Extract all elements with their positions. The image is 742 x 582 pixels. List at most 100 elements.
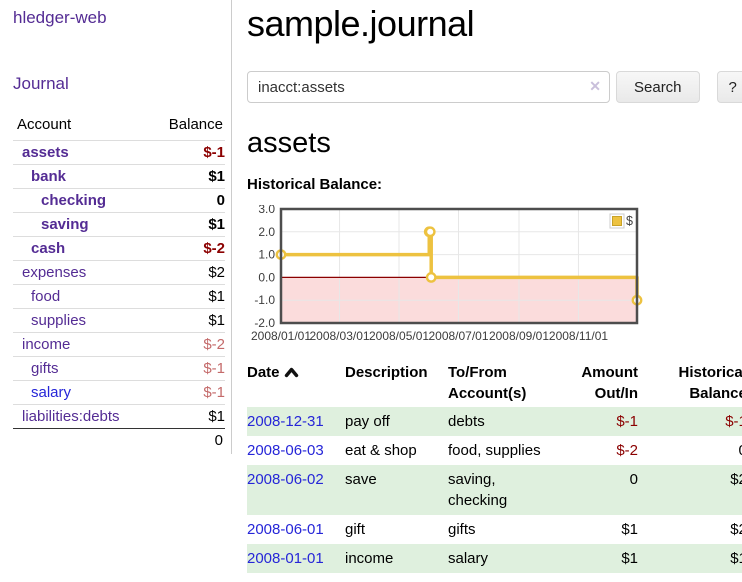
transaction-accounts: saving, checking — [448, 471, 508, 509]
svg-text:3.0: 3.0 — [258, 205, 275, 216]
sidebar-account-link-expenses[interactable]: expenses — [22, 264, 87, 281]
transaction-description: save — [345, 471, 377, 488]
svg-text:-2.0: -2.0 — [254, 316, 275, 330]
date-column-header[interactable]: Date — [247, 359, 345, 407]
sidebar-account-link-gifts[interactable]: gifts — [31, 360, 59, 377]
account-name-cell: liabilities:debts — [13, 405, 148, 429]
transaction-amount: $1 — [621, 521, 638, 538]
svg-text:$: $ — [626, 214, 633, 228]
account-name-cell: cash — [13, 237, 148, 261]
svg-text:2.0: 2.0 — [258, 225, 275, 239]
description-column-header: Description — [345, 364, 428, 381]
transaction-description: eat & shop — [345, 442, 417, 459]
account-column-header: Account — [17, 116, 72, 133]
svg-text:2008/09/01: 2008/09/01 — [489, 329, 549, 343]
sort-ascending-icon — [284, 363, 299, 384]
accounts-column-header: To/From Account(s) — [448, 364, 527, 402]
accounts-total-value: 0 — [214, 432, 223, 449]
sidebar-account-link-liabilities:debts[interactable]: liabilities:debts — [22, 408, 120, 425]
balance-column-header: Historical Balance — [678, 364, 742, 402]
search-form: ✕ Search ? — [247, 71, 742, 103]
sidebar-account-link-salary[interactable]: salary — [31, 384, 72, 401]
account-balance-value: $1 — [208, 408, 225, 425]
sidebar-account-row: cash $-2 — [13, 236, 225, 261]
accounts-table: Account Balance assets $-1 bank $1 checking 0… — [13, 114, 225, 452]
transaction-accounts: debts — [448, 413, 485, 430]
sidebar-account-link-food[interactable]: food — [31, 288, 61, 305]
transaction-balance: $1 — [730, 550, 742, 567]
balance-column-header: Balance — [168, 116, 223, 133]
transaction-date-link[interactable]: 2008-06-02 — [247, 471, 324, 488]
transaction-amount: $1 — [621, 550, 638, 567]
transaction-date-cell: 2008-12-31 — [247, 407, 345, 436]
account-balance-value: 0 — [216, 192, 225, 209]
svg-text:2008/05/01: 2008/05/01 — [369, 329, 429, 343]
transaction-date-link[interactable]: 2008-01-01 — [247, 550, 324, 567]
register-row: 2008-06-01 gift gifts $1 $2 — [247, 515, 742, 544]
svg-text:2008/07/01: 2008/07/01 — [428, 329, 488, 343]
transaction-description: pay off — [345, 413, 390, 430]
search-input-wrap: ✕ — [247, 71, 610, 103]
transaction-accounts: food, supplies — [448, 442, 541, 459]
transaction-amount: $-2 — [616, 442, 638, 459]
app-title-link[interactable]: hledger-web — [13, 8, 107, 27]
account-name-cell: salary — [13, 381, 148, 405]
page-title: sample.journal — [247, 3, 475, 44]
sidebar-account-link-checking[interactable]: checking — [41, 192, 107, 209]
sidebar-account-row: salary $-1 — [13, 380, 225, 405]
search-button[interactable]: Search — [616, 71, 700, 103]
accounts-total-row: 0 — [13, 428, 225, 453]
account-balance-value: $1 — [208, 168, 225, 185]
sidebar-account-link-supplies[interactable]: supplies — [31, 312, 87, 329]
help-button[interactable]: ? — [716, 71, 742, 103]
search-input[interactable] — [247, 71, 610, 103]
sidebar-account-row: checking 0 — [13, 188, 225, 213]
sidebar-account-row: assets $-1 — [13, 140, 225, 165]
chart-label: Historical Balance: — [247, 176, 383, 193]
clear-search-icon[interactable]: ✕ — [589, 78, 601, 94]
transaction-date-cell: 2008-06-02 — [247, 465, 345, 515]
svg-text:2008/11/01: 2008/11/01 — [549, 329, 608, 343]
main-content: sample.journal ✕ Search ? assets Histori… — [232, 0, 742, 573]
register-row: 2008-01-01 income salary $1 $1 — [247, 544, 742, 573]
account-heading: assets — [247, 127, 331, 159]
sidebar-account-link-income[interactable]: income — [22, 336, 71, 353]
sidebar-account-row: supplies $1 — [13, 308, 225, 333]
journal-link[interactable]: Journal — [13, 74, 69, 93]
transaction-amount: 0 — [629, 471, 638, 488]
transaction-date-cell: 2008-06-03 — [247, 436, 345, 465]
accounts-total-spacer — [13, 429, 148, 453]
svg-text:-1.0: -1.0 — [254, 293, 275, 307]
sidebar-account-link-bank[interactable]: bank — [31, 168, 67, 185]
account-name-cell: gifts — [13, 357, 148, 381]
account-balance-value: $1 — [208, 216, 225, 233]
transaction-amount: $-1 — [616, 413, 638, 430]
account-balance-value: $1 — [208, 312, 225, 329]
account-name-cell: income — [13, 333, 148, 357]
account-name-cell: supplies — [13, 309, 148, 333]
transaction-balance: $2 — [730, 521, 742, 538]
transaction-date-link[interactable]: 2008-06-01 — [247, 521, 324, 538]
account-balance-value: $2 — [208, 264, 225, 281]
sidebar-account-row: income $-2 — [13, 332, 225, 357]
date-header-label: Date — [247, 364, 280, 381]
transaction-date-link[interactable]: 2008-06-03 — [247, 442, 324, 459]
register-row: 2008-06-03 eat & shop food, supplies $-20 — [247, 436, 742, 465]
accounts-header-row: Account Balance — [13, 114, 225, 141]
transaction-description: gift — [345, 521, 366, 538]
svg-text:2008/01/01: 2008/01/01 — [251, 329, 311, 343]
sidebar-account-row: saving $1 — [13, 212, 225, 237]
account-name-cell: saving — [13, 213, 148, 237]
transaction-date-link[interactable]: 2008-12-31 — [247, 413, 324, 430]
sidebar-account-row: gifts $-1 — [13, 356, 225, 381]
register-header-row: Date Description To/From Account(s) Amou… — [247, 359, 742, 407]
sidebar-account-link-cash[interactable]: cash — [31, 240, 66, 257]
account-balance-value: $-2 — [203, 240, 225, 257]
svg-text:0.0: 0.0 — [258, 270, 275, 284]
account-balance-value: $-1 — [203, 384, 225, 401]
transaction-date-cell: 2008-01-01 — [247, 544, 345, 573]
sidebar-account-link-saving[interactable]: saving — [41, 216, 89, 233]
sidebar-account-link-assets[interactable]: assets — [22, 144, 69, 161]
transaction-balance: $2 — [730, 471, 742, 488]
